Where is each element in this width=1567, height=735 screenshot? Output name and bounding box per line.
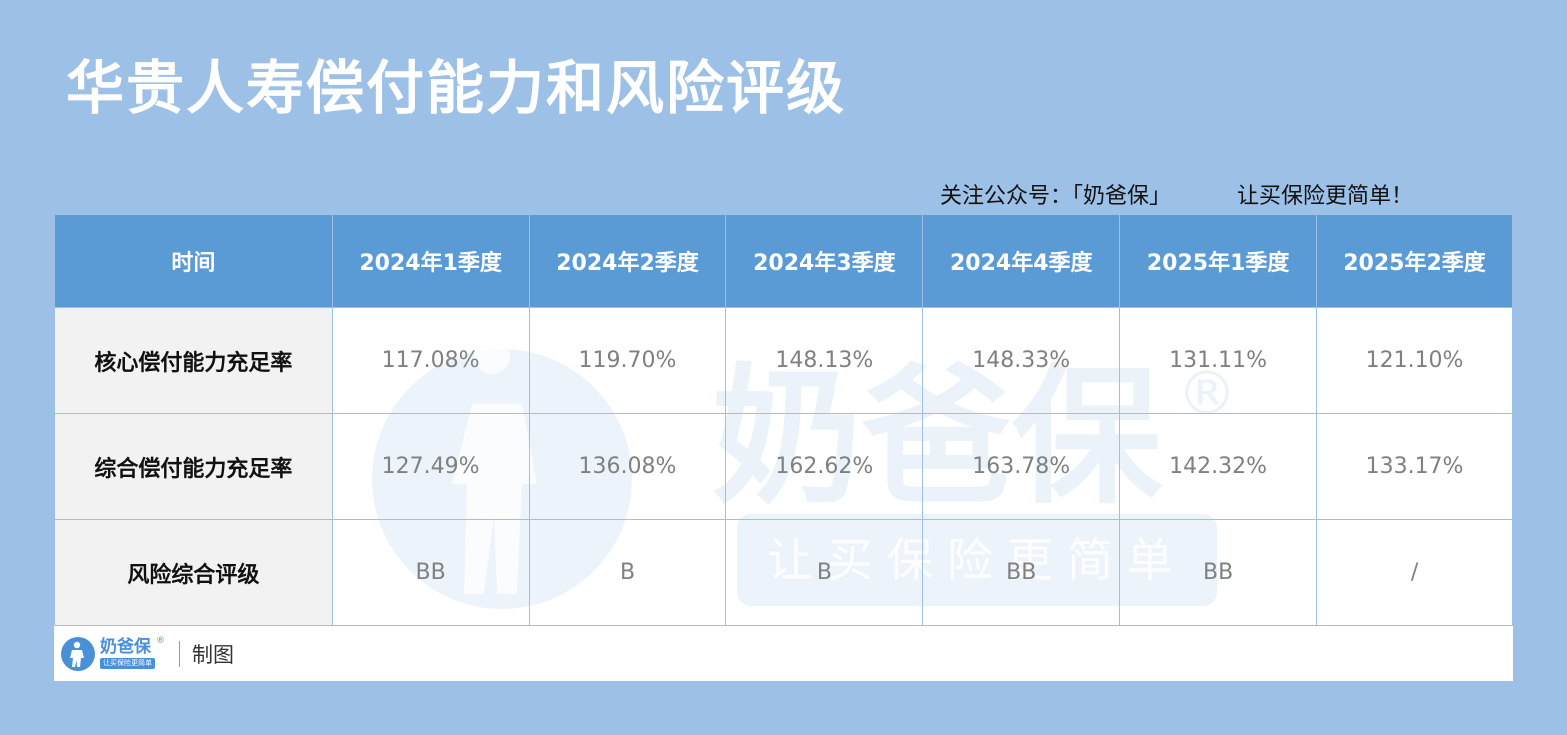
table-header-row: 时间 2024年1季度 2024年2季度 2024年3季度 2024年4季度 2…: [54, 214, 1513, 308]
header-time: 时间: [54, 214, 333, 308]
footer-credit: 奶爸保 让买保险更简单 ® 制图: [54, 626, 1316, 681]
page-title: 华贵人寿偿付能力和风险评级: [66, 54, 847, 122]
row-label: 综合偿付能力充足率: [54, 413, 333, 520]
table-row-comprehensive-solvency: 综合偿付能力充足率 127.49% 136.08% 162.62% 163.78…: [54, 413, 1513, 520]
table-row-core-solvency: 核心偿付能力充足率 117.08% 119.70% 148.13% 148.33…: [54, 307, 1513, 414]
logo-brand-block: 奶爸保 让买保险更简单: [100, 638, 155, 669]
table-cell: 119.70%: [528, 307, 727, 414]
table-cell: BB: [922, 519, 1121, 626]
row-label: 核心偿付能力充足率: [54, 307, 333, 414]
header-period: 2024年2季度: [528, 214, 727, 308]
footer-divider: [179, 640, 180, 667]
table-cell: 127.49%: [331, 413, 530, 520]
table-row-risk-rating: 风险综合评级 BB B B BB BB /: [54, 519, 1513, 626]
motto-text: 让买保险更简单！: [1237, 184, 1414, 209]
table-cell: 148.13%: [725, 307, 924, 414]
table-cell: 162.62%: [725, 413, 924, 520]
table-cell: 136.08%: [528, 413, 727, 520]
brand-logo-icon: [61, 636, 95, 671]
table-cell: 121.10%: [1316, 307, 1513, 414]
header-period: 2025年2季度: [1316, 214, 1513, 308]
footer-caption: 制图: [192, 642, 234, 667]
rating-table-panel: 奶爸保 ® 让买保险更简单 时间 2024年1季度 2024年2季度 2024年…: [54, 214, 1513, 681]
header-period: 2025年1季度: [1119, 214, 1318, 308]
solvency-rating-table: 时间 2024年1季度 2024年2季度 2024年3季度 2024年4季度 2…: [54, 214, 1513, 626]
header-period: 2024年1季度: [331, 214, 530, 308]
header-period: 2024年4季度: [922, 214, 1121, 308]
logo-tagline: 让买保险更简单: [100, 658, 155, 669]
table-cell: 163.78%: [922, 413, 1121, 520]
header-period: 2024年3季度: [725, 214, 924, 308]
table-cell: B: [725, 519, 924, 626]
table-cell: /: [1316, 519, 1513, 626]
table-cell: BB: [1119, 519, 1318, 626]
table-cell: 117.08%: [331, 307, 530, 414]
table-cell: 142.32%: [1119, 413, 1318, 520]
footer-logo: 奶爸保 让买保险更简单 ®: [60, 636, 165, 672]
table-cell: 133.17%: [1316, 413, 1513, 520]
logo-name: 奶爸保: [100, 637, 151, 657]
table-cell: 131.11%: [1119, 307, 1318, 414]
follow-slogan: 关注公众号：「奶爸保」 让买保险更简单！: [940, 178, 1413, 210]
table-cell: 148.33%: [922, 307, 1121, 414]
table-cell: B: [528, 519, 727, 626]
follow-account-text: 关注公众号：「奶爸保」: [940, 184, 1172, 209]
row-label: 风险综合评级: [54, 519, 333, 626]
logo-reg-mark: ®: [156, 635, 165, 646]
table-cell: BB: [331, 519, 530, 626]
